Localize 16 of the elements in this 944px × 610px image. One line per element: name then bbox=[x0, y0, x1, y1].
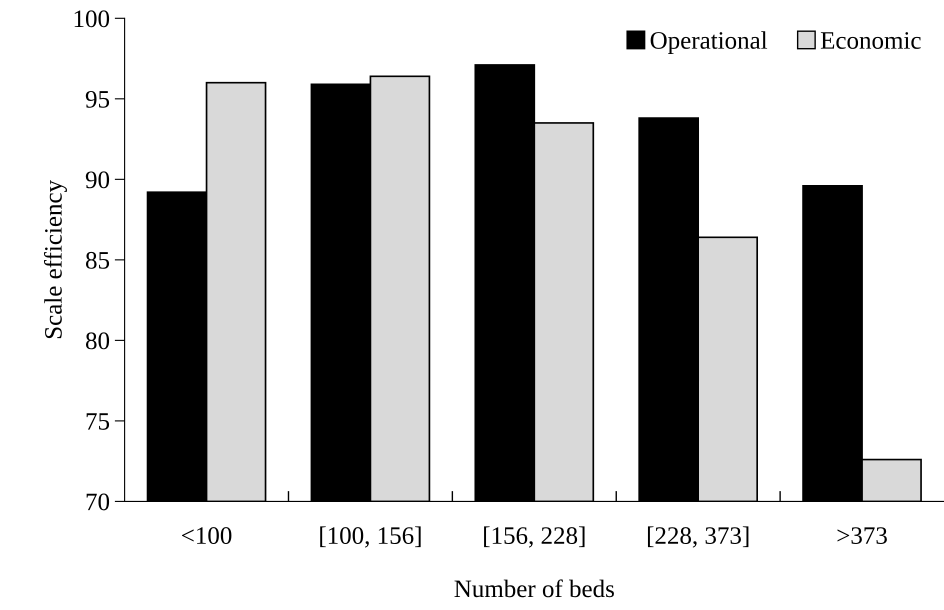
x-tick-label: [228, 373] bbox=[648, 526, 748, 548]
x-tick-label: [156, 228] bbox=[484, 526, 585, 548]
y-tick-label: 100 bbox=[74, 10, 110, 28]
legend-label: Operational bbox=[650, 31, 768, 54]
y-tick-label: 95 bbox=[86, 90, 110, 108]
y-tick-label: 90 bbox=[86, 171, 110, 188]
x-tick-label: [100, 156] bbox=[320, 526, 421, 548]
x-tick-label: <100 bbox=[182, 527, 232, 544]
y-tick-label: 85 bbox=[86, 252, 110, 269]
y-tick-label: 70 bbox=[86, 493, 110, 510]
y-tick-label: 80 bbox=[86, 332, 110, 350]
x-tick-label: >373 bbox=[838, 527, 887, 544]
legend-label: Economic bbox=[820, 32, 921, 49]
x-axis-title: Number of beds bbox=[454, 579, 614, 598]
y-axis-title: Scale efficiency bbox=[44, 180, 67, 338]
y-tick-label: 75 bbox=[86, 413, 110, 430]
